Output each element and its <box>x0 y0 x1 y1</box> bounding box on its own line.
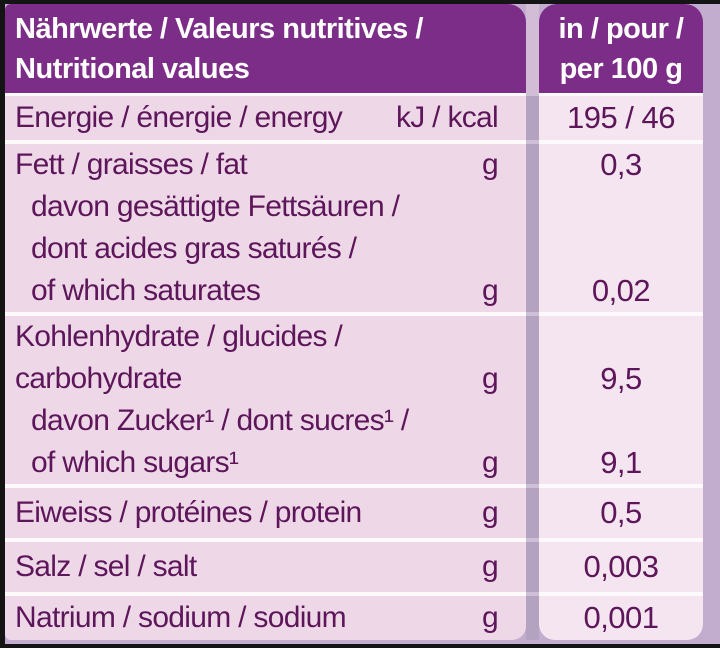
row-fat-sub-label-en: of which saturates <box>31 274 261 307</box>
row-separator <box>5 140 703 144</box>
row-fat: Fett / graisses / fat g davon gesättigte… <box>5 144 703 312</box>
row-sodium-unit: g <box>482 601 499 634</box>
row-sugars-unit: g <box>482 446 499 479</box>
crop-border-top <box>0 0 720 4</box>
row-separator <box>5 484 703 488</box>
row-sugars-value: 9,1 <box>600 445 642 480</box>
row-protein-unit: g <box>482 496 499 529</box>
row-carbohydrate-label-line1: Kohlenhydrate / glucides / <box>15 320 343 353</box>
column-gap <box>526 316 539 484</box>
header-per100g-line1: in / pour / <box>558 13 685 45</box>
row-energy-label: Energie / énergie / energy <box>15 101 343 134</box>
row-separator <box>5 93 703 96</box>
row-sodium: Natrium / sodium / sodium g 0,001 <box>5 596 703 640</box>
row-carbohydrate-label-line2: carbohydrate <box>15 362 182 395</box>
column-gap <box>526 96 539 140</box>
row-sugars-label-defr: davon Zucker¹ / dont sucres¹ / <box>31 404 409 437</box>
column-gap <box>526 144 539 312</box>
row-fat-unit: g <box>482 148 499 181</box>
row-energy-value: 195 / 46 <box>566 100 676 135</box>
header-per100g-line2: per 100 g <box>559 53 683 85</box>
row-protein-value-cell: 0,5 <box>539 488 703 538</box>
row-salt-value-cell: 0,003 <box>539 542 703 592</box>
row-carbohydrate-value: 9,5 <box>600 361 642 396</box>
crop-border-left <box>0 0 5 648</box>
row-fat-label: Fett / graisses / fat <box>15 148 248 181</box>
row-protein-value: 0,5 <box>600 495 642 530</box>
column-gap <box>526 488 539 538</box>
row-carbohydrate-label-cell: Kohlenhydrate / glucides / carbohydrate … <box>5 316 526 484</box>
row-separator <box>5 538 703 542</box>
row-sodium-label-cell: Natrium / sodium / sodium g <box>5 596 526 640</box>
column-gap <box>526 596 539 640</box>
row-energy-label-cell: Energie / énergie / energy kJ / kcal <box>5 96 526 140</box>
row-energy-unit: kJ / kcal <box>395 101 499 134</box>
row-protein-label: Eiweiss / protéines / protein <box>15 496 362 529</box>
header-per100g-cell: in / pour / per 100 g <box>539 4 703 93</box>
row-salt-unit: g <box>482 550 499 583</box>
row-salt: Salz / sel / salt g 0,003 <box>5 542 703 592</box>
row-sugars-label-en: of which sugars¹ <box>31 446 239 479</box>
row-fat-sub-unit: g <box>482 274 499 307</box>
row-fat-value: 0,3 <box>600 147 642 182</box>
row-energy-value-cell: 195 / 46 <box>539 96 703 140</box>
row-fat-sub-label-fr: dont acides gras saturés / <box>31 232 357 265</box>
row-salt-label-cell: Salz / sel / salt g <box>5 542 526 592</box>
row-salt-value: 0,003 <box>583 549 659 584</box>
row-carbohydrate-unit: g <box>482 362 499 395</box>
row-fat-label-cell: Fett / graisses / fat g davon gesättigte… <box>5 144 526 312</box>
header-nutrients-line1: Nährwerte / Valeurs nutritives / <box>15 13 423 45</box>
header-column-gap <box>526 4 539 93</box>
crop-border-bottom <box>0 644 720 648</box>
row-fat-sub-label-de: davon gesättigte Fettsäuren / <box>31 190 400 223</box>
row-sodium-label: Natrium / sodium / sodium <box>15 601 347 634</box>
row-saturates-value: 0,02 <box>591 273 651 308</box>
header-nutrients-line2: Nutritional values <box>15 53 250 85</box>
row-energy: Energie / énergie / energy kJ / kcal 195… <box>5 96 703 140</box>
row-sodium-value-cell: 0,001 <box>539 596 703 640</box>
row-sodium-value: 0,001 <box>583 600 659 635</box>
table-header-row: Nährwerte / Valeurs nutritives / Nutriti… <box>5 4 703 93</box>
row-protein-label-cell: Eiweiss / protéines / protein g <box>5 488 526 538</box>
row-carbohydrate-value-cell: 9,5 9,1 <box>539 316 703 484</box>
header-nutrients-cell: Nährwerte / Valeurs nutritives / Nutriti… <box>5 4 526 93</box>
column-gap <box>526 542 539 592</box>
row-separator <box>5 312 703 316</box>
nutrition-table: Nährwerte / Valeurs nutritives / Nutriti… <box>5 4 703 640</box>
row-separator <box>5 592 703 596</box>
row-carbohydrate: Kohlenhydrate / glucides / carbohydrate … <box>5 316 703 484</box>
row-fat-value-cell: 0,3 0,02 <box>539 144 703 312</box>
row-protein: Eiweiss / protéines / protein g 0,5 <box>5 488 703 538</box>
row-salt-label: Salz / sel / salt <box>15 550 197 583</box>
